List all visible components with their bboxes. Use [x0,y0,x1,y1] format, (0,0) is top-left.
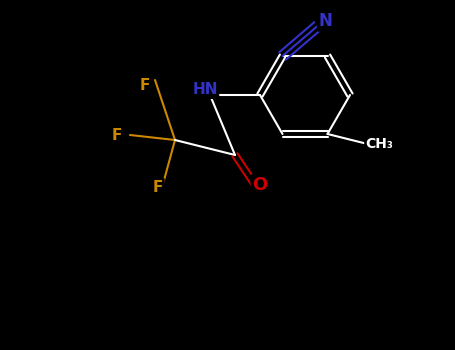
Text: CH₃: CH₃ [365,137,394,151]
Text: N: N [318,12,333,30]
Text: HN: HN [192,83,218,98]
Text: F: F [111,127,122,142]
Text: F: F [153,180,163,195]
Text: F: F [140,77,150,92]
Text: O: O [253,176,268,194]
